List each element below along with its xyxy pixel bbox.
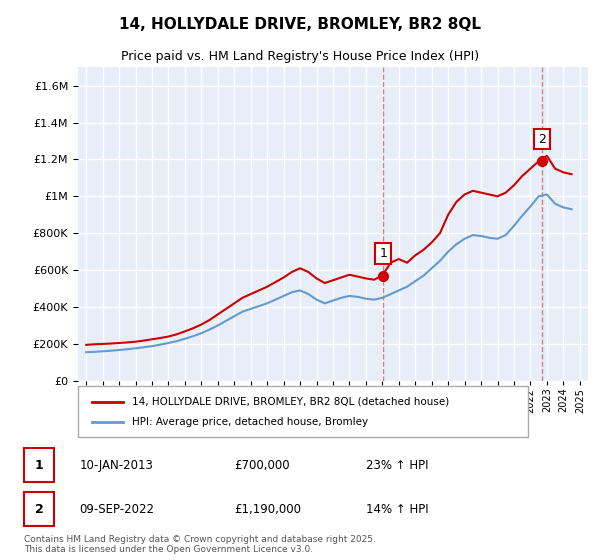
Text: 1: 1	[379, 247, 387, 260]
Text: 1: 1	[35, 459, 43, 472]
Text: 14, HOLLYDALE DRIVE, BROMLEY, BR2 8QL (detached house): 14, HOLLYDALE DRIVE, BROMLEY, BR2 8QL (d…	[132, 396, 449, 407]
Text: Price paid vs. HM Land Registry's House Price Index (HPI): Price paid vs. HM Land Registry's House …	[121, 50, 479, 63]
FancyBboxPatch shape	[24, 448, 55, 482]
Text: 2: 2	[538, 133, 546, 146]
Text: £700,000: £700,000	[234, 459, 289, 472]
FancyBboxPatch shape	[78, 386, 528, 437]
Text: £1,190,000: £1,190,000	[234, 502, 301, 516]
Text: HPI: Average price, detached house, Bromley: HPI: Average price, detached house, Brom…	[132, 417, 368, 427]
FancyBboxPatch shape	[24, 492, 55, 526]
Text: 2: 2	[35, 502, 43, 516]
Text: 14% ↑ HPI: 14% ↑ HPI	[366, 502, 429, 516]
Text: Contains HM Land Registry data © Crown copyright and database right 2025.
This d: Contains HM Land Registry data © Crown c…	[24, 535, 376, 554]
Text: 09-SEP-2022: 09-SEP-2022	[79, 502, 154, 516]
Text: 10-JAN-2013: 10-JAN-2013	[79, 459, 153, 472]
Text: 23% ↑ HPI: 23% ↑ HPI	[366, 459, 429, 472]
Text: 14, HOLLYDALE DRIVE, BROMLEY, BR2 8QL: 14, HOLLYDALE DRIVE, BROMLEY, BR2 8QL	[119, 17, 481, 32]
